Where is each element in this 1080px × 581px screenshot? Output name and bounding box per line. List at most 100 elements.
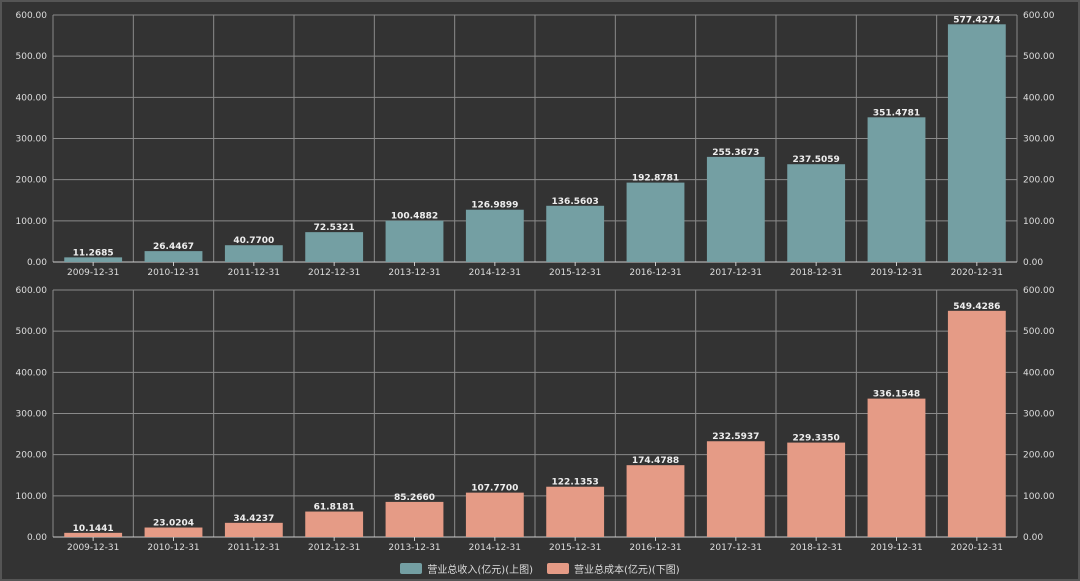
y-tick-label-left: 400.00 (16, 368, 48, 378)
bar (787, 442, 846, 537)
y-tick-label-right: 200.00 (1023, 451, 1055, 461)
y-tick-label-left: 600.00 (16, 11, 48, 21)
y-tick-label-right: 300.00 (1023, 410, 1055, 420)
data-label: 336.1548 (873, 390, 920, 400)
bar (144, 251, 203, 262)
x-tick-label: 2010-12-31 (147, 543, 199, 553)
bar (224, 245, 283, 262)
data-label: 61.8181 (314, 503, 355, 513)
x-tick-label: 2017-12-31 (710, 543, 762, 553)
data-label: 549.4286 (953, 302, 1000, 312)
x-tick-label: 2012-12-31 (308, 268, 360, 278)
data-label: 229.3350 (793, 434, 840, 444)
data-label: 100.4882 (391, 212, 438, 222)
bar (706, 441, 765, 537)
y-tick-label-right: 400.00 (1023, 93, 1055, 103)
x-tick-label: 2015-12-31 (549, 268, 601, 278)
data-label: 11.2685 (73, 248, 114, 258)
x-tick-label: 2012-12-31 (308, 543, 360, 553)
y-tick-label-right: 400.00 (1023, 368, 1055, 378)
x-tick-label: 2011-12-31 (228, 268, 280, 278)
y-tick-label-right: 100.00 (1023, 217, 1055, 227)
y-tick-label-right: 300.00 (1023, 135, 1055, 145)
data-label: 255.3673 (712, 148, 759, 158)
x-tick-label: 2020-12-31 (951, 268, 1003, 278)
data-label: 107.7700 (471, 484, 518, 494)
x-tick-label: 2009-12-31 (67, 543, 119, 553)
data-label: 232.5937 (712, 432, 759, 442)
data-label: 34.4237 (233, 514, 274, 524)
y-tick-label-right: 100.00 (1023, 492, 1055, 502)
bar (224, 522, 283, 537)
bar (947, 310, 1006, 537)
bar (947, 24, 1006, 262)
bar (64, 532, 123, 537)
bar (626, 465, 685, 537)
x-tick-label: 2019-12-31 (870, 268, 922, 278)
y-tick-label-left: 100.00 (16, 217, 48, 227)
y-tick-label-left: 0.00 (27, 533, 47, 543)
bar (64, 257, 123, 262)
x-tick-label: 2019-12-31 (870, 543, 922, 553)
bar (465, 492, 524, 537)
x-tick-label: 2014-12-31 (469, 543, 521, 553)
bar (385, 501, 444, 537)
x-tick-label: 2018-12-31 (790, 268, 842, 278)
y-tick-label-left: 300.00 (16, 135, 48, 145)
bar (867, 398, 926, 537)
y-tick-label-right: 600.00 (1023, 11, 1055, 21)
legend-swatch-revenue (400, 563, 423, 574)
legend-item-revenue[interactable]: 营业总收入(亿元)(上图) (400, 561, 533, 576)
data-label: 10.1441 (73, 524, 114, 534)
bar (787, 164, 846, 262)
x-tick-label: 2020-12-31 (951, 543, 1003, 553)
bar (305, 511, 364, 537)
y-tick-label-left: 600.00 (16, 286, 48, 296)
y-tick-label-left: 300.00 (16, 410, 48, 420)
data-label: 26.4467 (153, 242, 194, 252)
data-label: 237.5059 (793, 155, 840, 165)
data-label: 192.8781 (632, 174, 679, 184)
data-label: 72.5321 (314, 223, 355, 233)
x-tick-label: 2018-12-31 (790, 543, 842, 553)
x-tick-label: 2015-12-31 (549, 543, 601, 553)
bar (706, 156, 765, 262)
bar (385, 220, 444, 262)
y-tick-label-left: 500.00 (16, 52, 48, 62)
y-tick-label-left: 500.00 (16, 327, 48, 337)
y-tick-label-left: 400.00 (16, 93, 48, 103)
y-tick-label-right: 200.00 (1023, 176, 1055, 186)
data-label: 122.1353 (552, 478, 599, 488)
y-tick-label-left: 0.00 (27, 258, 47, 268)
data-label: 23.0204 (153, 519, 194, 529)
data-label: 174.4788 (632, 456, 679, 466)
bar (867, 117, 926, 262)
y-tick-label-right: 0.00 (1023, 533, 1043, 543)
legend-label-cost: 营业总成本(亿元)(下图) (574, 565, 680, 576)
bar (144, 527, 203, 537)
y-tick-label-left: 200.00 (16, 451, 48, 461)
legend-item-cost[interactable]: 营业总成本(亿元)(下图) (547, 561, 680, 576)
bar (465, 209, 524, 262)
x-tick-label: 2010-12-31 (147, 268, 199, 278)
x-tick-label: 2017-12-31 (710, 268, 762, 278)
y-tick-label-left: 200.00 (16, 176, 48, 186)
y-tick-label-right: 500.00 (1023, 52, 1055, 62)
x-tick-label: 2013-12-31 (388, 543, 440, 553)
x-tick-label: 2016-12-31 (629, 543, 681, 553)
data-label: 136.5603 (552, 197, 599, 207)
y-tick-label-right: 0.00 (1023, 258, 1043, 268)
bar (546, 486, 605, 537)
data-label: 351.4781 (873, 108, 920, 118)
y-tick-label-left: 100.00 (16, 492, 48, 502)
data-label: 40.7700 (233, 236, 274, 246)
legend-label-revenue: 营业总收入(亿元)(上图) (427, 565, 533, 576)
data-label: 126.9899 (471, 201, 518, 211)
x-tick-label: 2011-12-31 (228, 543, 280, 553)
x-tick-label: 2016-12-31 (629, 268, 681, 278)
x-tick-label: 2009-12-31 (67, 268, 119, 278)
bar (305, 232, 364, 262)
x-tick-label: 2014-12-31 (469, 268, 521, 278)
